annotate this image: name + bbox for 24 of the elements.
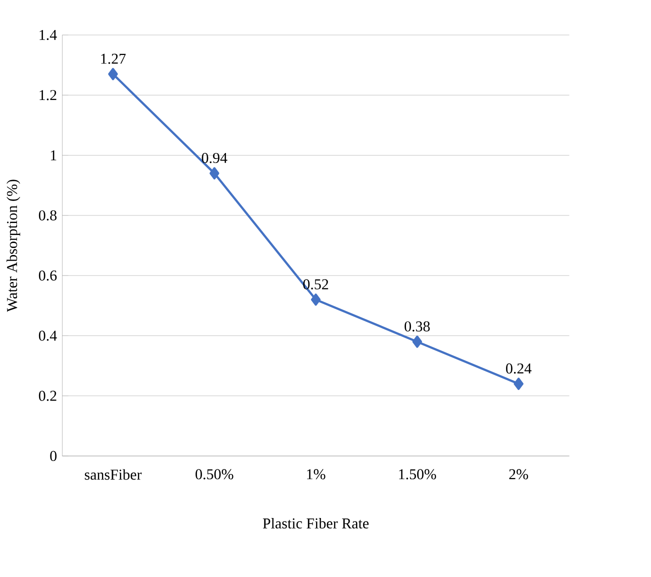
x-axis-title: Plastic Fiber Rate xyxy=(262,518,369,528)
x-tick-label: 0.50% xyxy=(196,469,234,480)
data-label: 0.24 xyxy=(506,363,532,374)
point xyxy=(310,294,321,306)
y-tick-label: 1.4 xyxy=(40,30,57,40)
y-tick-label: 1.2 xyxy=(40,90,56,100)
y-tick-label: 0.4 xyxy=(38,330,57,341)
x-tick-label: 1% xyxy=(307,469,326,480)
point xyxy=(210,167,220,180)
x-tick-label: sansFiber xyxy=(84,469,142,480)
data-label: 0.38 xyxy=(404,321,430,332)
x-tick-label: 1.50% xyxy=(399,469,436,480)
point xyxy=(108,68,118,80)
point xyxy=(514,378,524,390)
y-tick-label: 1 xyxy=(50,150,56,160)
y-tick-label: 0.8 xyxy=(38,210,57,221)
data-label: 0.94 xyxy=(202,152,228,164)
y-tick-label: 0.6 xyxy=(38,270,57,281)
y-axis-title: Water Absorption (%) xyxy=(6,180,20,312)
y-tick-label: 0.2 xyxy=(38,390,56,401)
data-label: 1.27 xyxy=(101,54,126,64)
y-tick-label: 0 xyxy=(50,450,57,462)
x-tick-label: 2% xyxy=(509,469,528,480)
point xyxy=(412,336,422,348)
